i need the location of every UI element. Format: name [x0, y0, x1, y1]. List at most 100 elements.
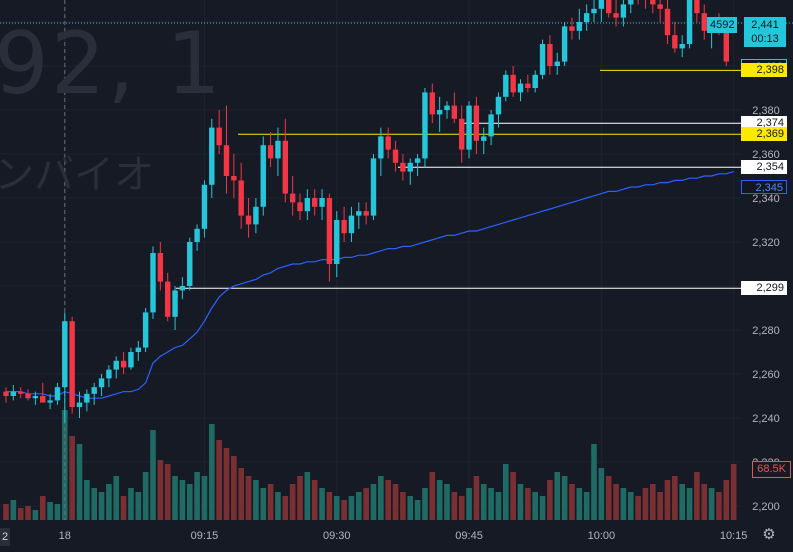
x-tick-label: 10:00 — [588, 530, 616, 542]
candle-body — [216, 127, 222, 146]
volume-bar — [150, 430, 156, 520]
y-tick-label: 2,380 — [752, 105, 780, 117]
volume-bar — [510, 472, 516, 520]
volume-bar — [341, 500, 347, 520]
volume-bar — [69, 436, 75, 520]
volume-bar — [25, 506, 31, 520]
candle-body — [3, 391, 9, 396]
volume-bar — [311, 480, 318, 520]
volume-bar — [532, 492, 538, 520]
x-tick-label: 09:30 — [323, 530, 351, 542]
x-tick-label: 18 — [59, 530, 71, 542]
candle-body — [282, 140, 288, 194]
volume-bar — [730, 464, 737, 520]
gear-icon[interactable]: ⚙ — [762, 526, 776, 543]
candle-body — [194, 228, 200, 242]
candle-body — [407, 162, 413, 172]
y-tick-label: 2,260 — [752, 369, 780, 381]
volume-bar — [407, 496, 414, 520]
candle-body — [91, 387, 97, 394]
candle-body — [694, 0, 700, 14]
volume-bar — [106, 484, 112, 520]
candle-body — [392, 149, 399, 163]
volume-bar — [135, 492, 142, 520]
candle-body — [547, 44, 553, 66]
volume-bar — [480, 484, 487, 520]
last-price-value: 2,441 — [751, 19, 779, 31]
x-tick-label: 10:15 — [720, 530, 748, 542]
candle-body — [238, 180, 244, 216]
candle-body — [304, 198, 311, 212]
candle-body — [10, 391, 17, 396]
vwap-tag: 2,345 — [741, 180, 787, 194]
candle-body — [598, 0, 605, 9]
volume-bar — [172, 476, 178, 520]
volume-bar — [547, 480, 553, 520]
candle-body — [606, 0, 612, 14]
volume-bar — [517, 484, 524, 520]
candle-body — [62, 321, 68, 388]
volume-bar — [54, 504, 61, 520]
volume-bar — [297, 476, 303, 520]
candle-body — [32, 396, 39, 399]
volume-bar — [554, 472, 561, 520]
bar-countdown: 00:13 — [751, 33, 779, 45]
symbol-tag: 4592 — [707, 17, 738, 33]
volume-bar — [525, 488, 531, 520]
volume-bar — [47, 502, 53, 520]
candle-body — [179, 286, 186, 291]
candle-body — [209, 127, 215, 185]
candle-body — [664, 8, 671, 36]
volume-bar — [120, 496, 127, 520]
candle-body — [554, 61, 560, 66]
candle-body — [40, 396, 46, 403]
candle-body — [260, 145, 266, 207]
candle-body — [378, 136, 384, 159]
volume-bar — [10, 500, 17, 520]
volume-bar — [422, 488, 428, 520]
volume-bar — [245, 476, 252, 520]
volume-bar — [429, 472, 436, 520]
volume-bar — [231, 456, 237, 520]
candle-body — [613, 13, 619, 18]
candle-body — [348, 215, 355, 234]
candle-body — [187, 242, 193, 286]
candle-body — [231, 176, 237, 181]
candle-body — [525, 83, 531, 88]
candle-body — [510, 74, 516, 93]
candle-body — [466, 105, 472, 150]
candle-body — [128, 352, 134, 368]
candle-body — [135, 347, 141, 352]
candle-body — [69, 321, 75, 407]
candle-body — [569, 26, 575, 31]
y-tick-label: 2,200 — [752, 501, 780, 513]
volume-bar — [642, 488, 649, 520]
candle-body — [356, 211, 362, 216]
candle-body — [451, 105, 458, 119]
candle-body — [444, 105, 450, 110]
candle-body — [47, 400, 53, 403]
volume-bar — [473, 476, 480, 520]
candle-body — [517, 83, 524, 93]
level-tag: 2,354 — [741, 160, 787, 175]
volume-bar — [694, 472, 700, 520]
volume-bar — [267, 484, 274, 520]
candle-body — [363, 211, 369, 216]
candle-body — [532, 74, 538, 88]
volume-bar — [17, 508, 24, 520]
candle-body — [370, 158, 377, 216]
volume-bar — [451, 492, 458, 520]
volume-bar — [216, 440, 222, 520]
level-tag: 2,398 — [741, 63, 787, 78]
volume-bar — [503, 464, 509, 520]
volume-bar — [385, 480, 391, 520]
volume-bar — [598, 468, 605, 520]
left-date-tag: 2 — [0, 528, 10, 546]
volume-bar — [223, 448, 230, 520]
volume-bar — [76, 444, 83, 520]
candle-body — [84, 393, 90, 403]
candle-body — [657, 4, 663, 9]
level-tag: 2,369 — [741, 127, 787, 142]
